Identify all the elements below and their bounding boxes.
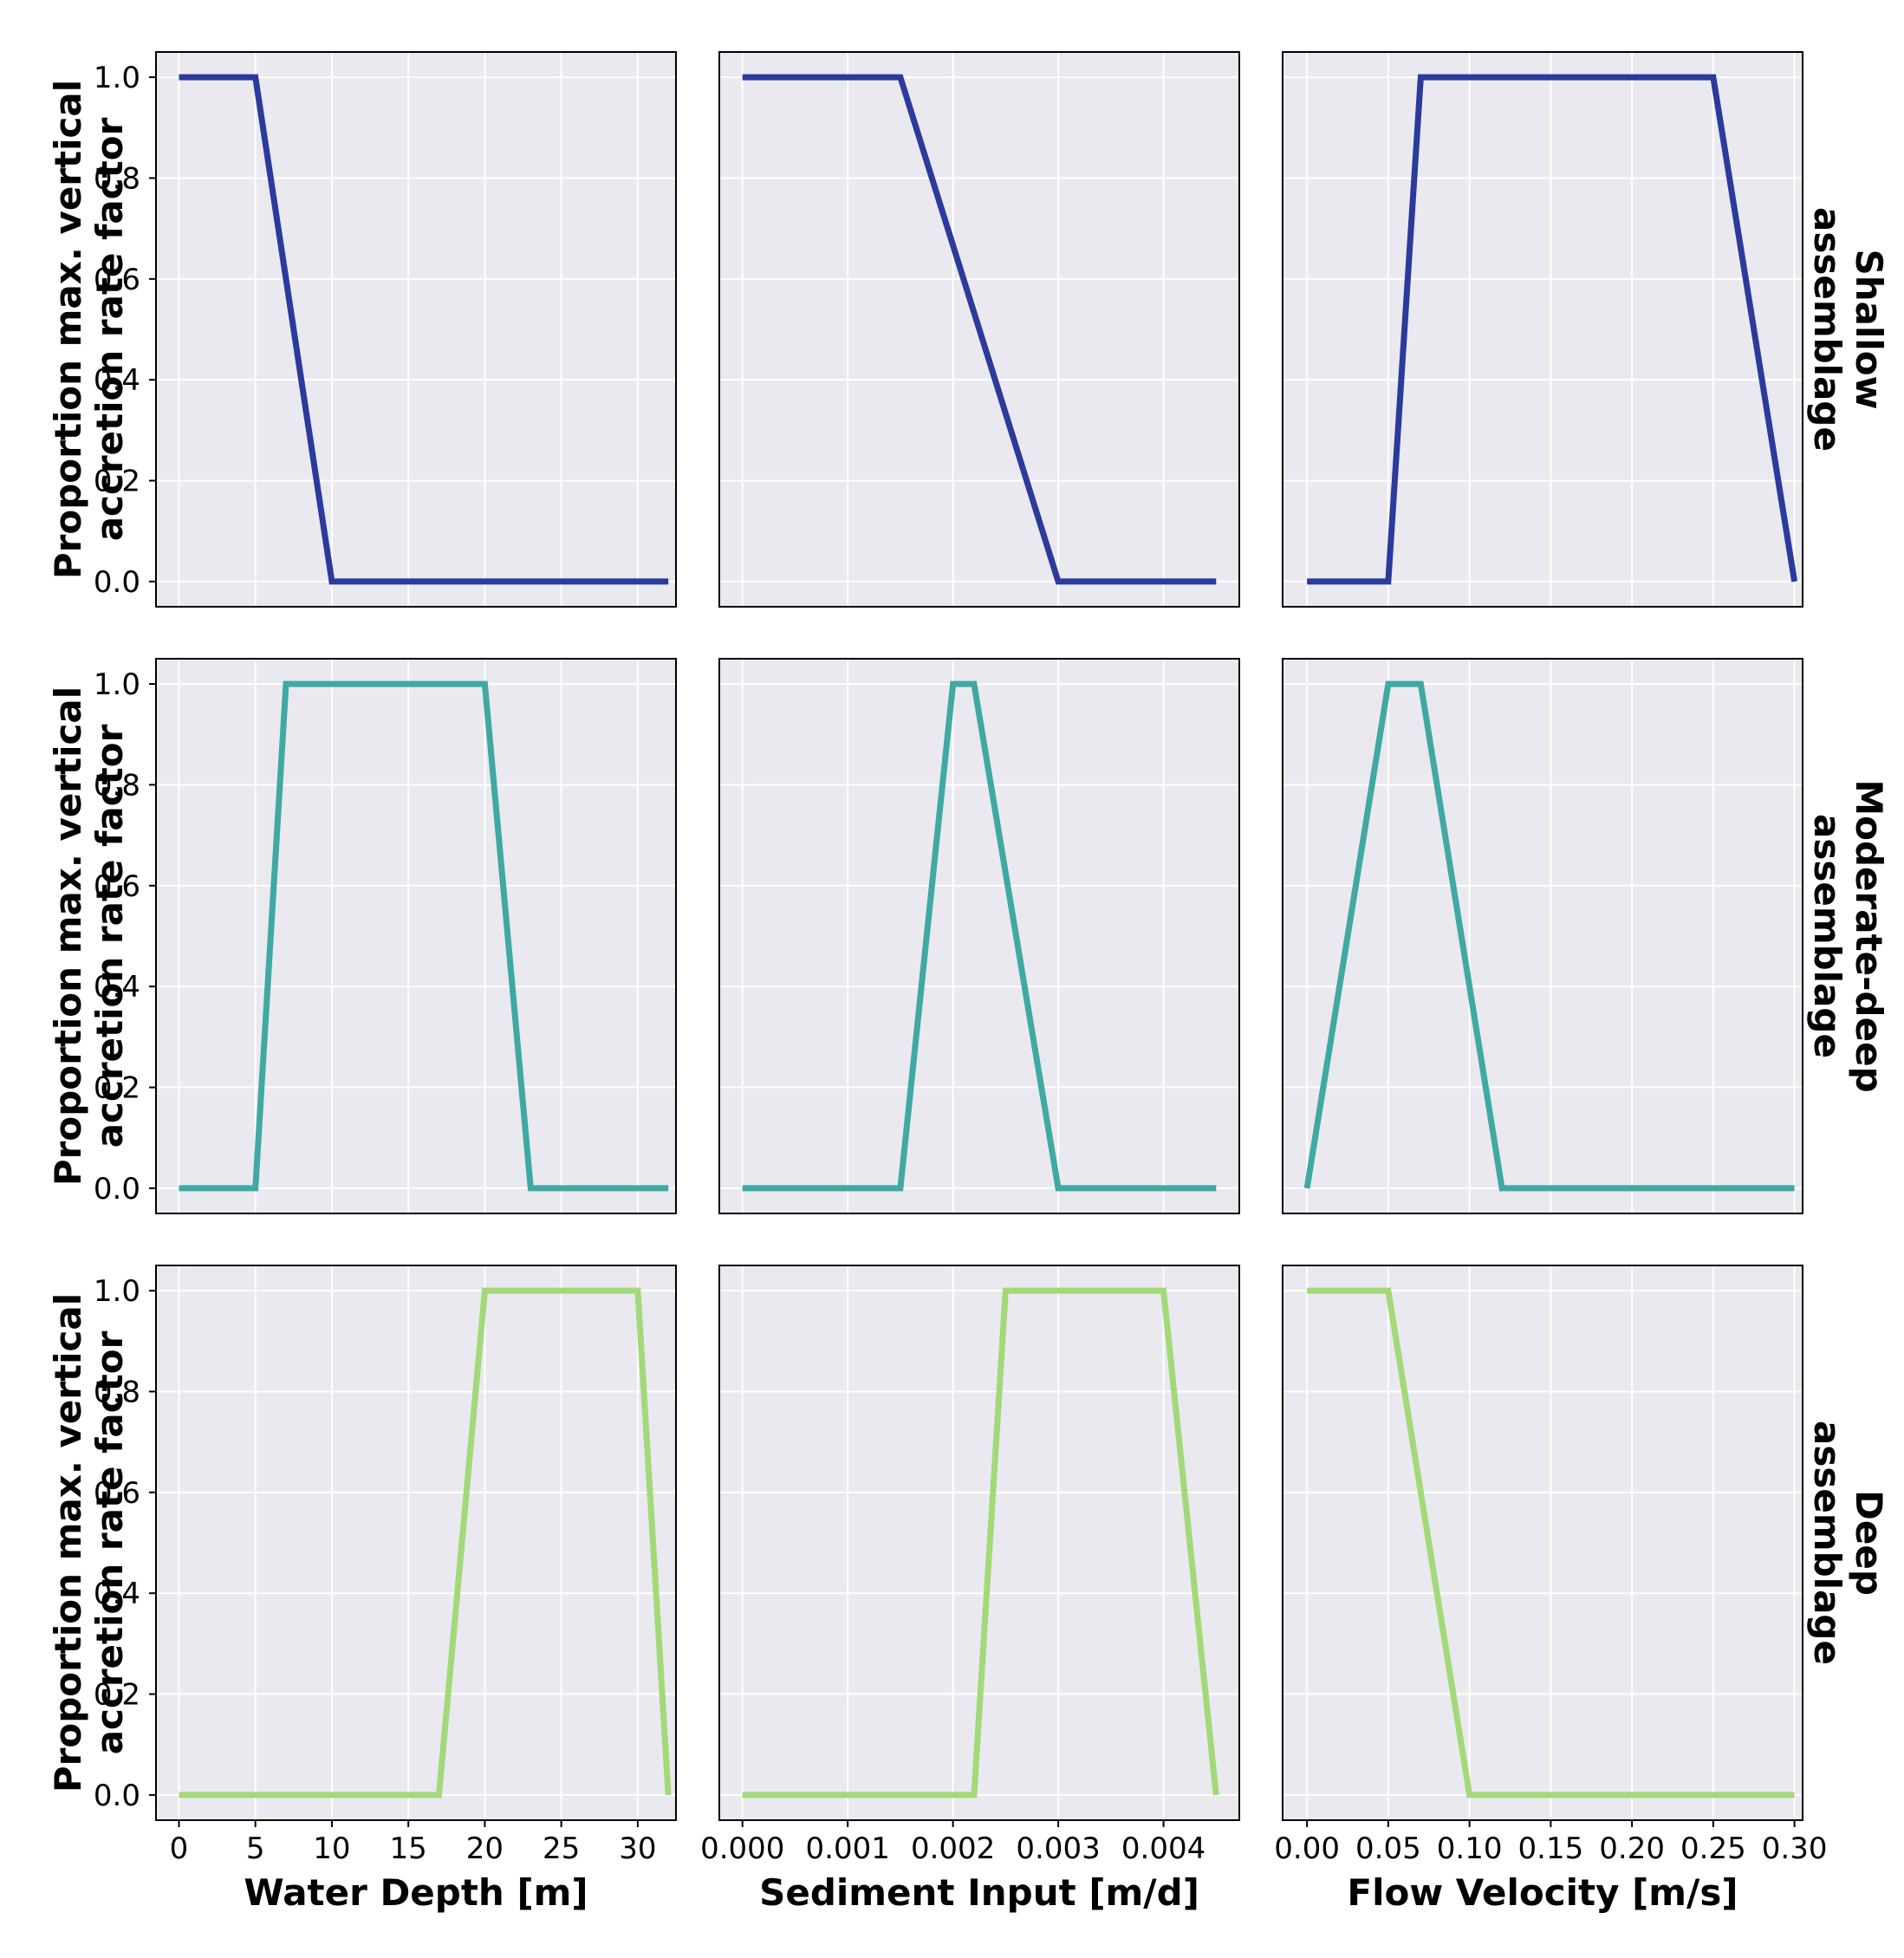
x-axis-label: Sediment Input [m/d]: [719, 1872, 1239, 1914]
xtick-label: 0.05: [1355, 1831, 1421, 1866]
xtick-label: 0.10: [1437, 1831, 1503, 1866]
y-axis-label-line1: Proportion max. vertical: [48, 52, 89, 607]
y-axis-label: Proportion max. verticalaccretion rate f…: [48, 659, 132, 1213]
row-label-line1: Shallow: [1848, 52, 1889, 607]
row-label-line2: assemblage: [1805, 1265, 1847, 1820]
row-label-line2: assemblage: [1805, 52, 1847, 607]
panel-deep-depth: 0510152025300.00.20.40.60.81.0: [156, 1265, 676, 1820]
row-label: Deepassemblage: [1805, 1265, 1889, 1820]
y-axis-label-line2: accretion rate factor: [89, 1265, 131, 1820]
xtick-label: 15: [390, 1831, 427, 1866]
x-axis-label: Flow Velocity [m/s]: [1283, 1872, 1803, 1914]
row-label: Moderate-deepassemblage: [1805, 659, 1889, 1213]
y-axis-label: Proportion max. verticalaccretion rate f…: [48, 1265, 132, 1820]
row-label-line2: assemblage: [1805, 659, 1847, 1213]
row-label-line1: Moderate-deep: [1848, 659, 1889, 1213]
xtick-label: 10: [313, 1831, 350, 1866]
xtick-label: 0.002: [911, 1831, 995, 1866]
panel-shallow-sediment: [719, 52, 1239, 607]
panel-moderate-depth: 0.00.20.40.60.81.0: [156, 659, 676, 1213]
xtick-label: 0.00: [1274, 1831, 1340, 1866]
xtick-label: 5: [246, 1831, 265, 1866]
xtick-label: 0.003: [1016, 1831, 1100, 1866]
figure-root: 0.00.20.40.60.81.00.00.20.40.60.81.00510…: [0, 0, 1904, 1958]
y-axis-label: Proportion max. verticalaccretion rate f…: [48, 52, 132, 607]
panel-deep-sediment: 0.0000.0010.0020.0030.004: [719, 1265, 1239, 1820]
panel-moderate-flow: [1283, 659, 1803, 1213]
xtick-label: 25: [543, 1831, 580, 1866]
xtick-label: 0.001: [806, 1831, 890, 1866]
xtick-label: 20: [466, 1831, 504, 1866]
panel-moderate-sediment: [719, 659, 1239, 1213]
xtick-label: 0.20: [1599, 1831, 1665, 1866]
xtick-label: 0.15: [1518, 1831, 1584, 1866]
y-axis-label-line2: accretion rate factor: [89, 659, 131, 1213]
row-label: Shallowassemblage: [1805, 52, 1889, 607]
panel-deep-flow: 0.000.050.100.150.200.250.30: [1283, 1265, 1803, 1820]
xtick-label: 0.25: [1680, 1831, 1746, 1866]
x-axis-label: Water Depth [m]: [156, 1872, 676, 1914]
xtick-label: 30: [619, 1831, 656, 1866]
y-axis-label-line2: accretion rate factor: [89, 52, 131, 607]
xtick-label: 0: [170, 1831, 189, 1866]
y-axis-label-line1: Proportion max. vertical: [48, 659, 89, 1213]
xtick-label: 0.000: [700, 1831, 784, 1866]
row-label-line1: Deep: [1848, 1265, 1889, 1820]
panel-shallow-flow: [1283, 52, 1803, 607]
panel-shallow-depth: 0.00.20.40.60.81.0: [156, 52, 676, 607]
y-axis-label-line1: Proportion max. vertical: [48, 1265, 89, 1820]
xtick-label: 0.004: [1121, 1831, 1205, 1866]
xtick-label: 0.30: [1762, 1831, 1828, 1866]
